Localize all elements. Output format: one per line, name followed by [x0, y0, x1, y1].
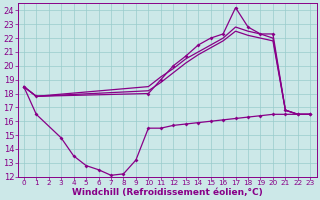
X-axis label: Windchill (Refroidissement éolien,°C): Windchill (Refroidissement éolien,°C)	[72, 188, 262, 197]
